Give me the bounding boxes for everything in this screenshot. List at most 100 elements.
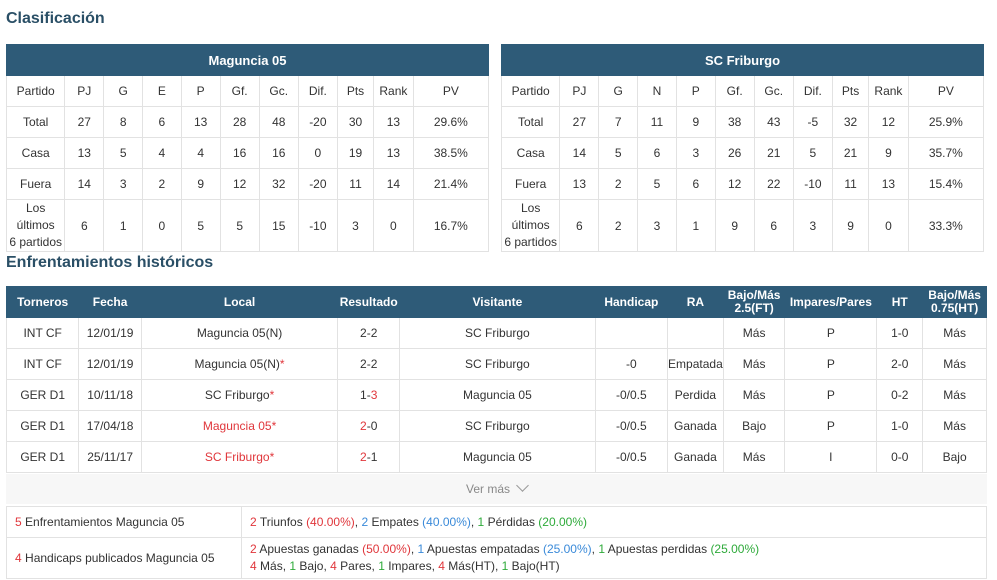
cell: 0 xyxy=(142,199,182,252)
col-header: Pts xyxy=(831,75,870,107)
cell-over-under: Más xyxy=(722,317,786,349)
cell: 0 xyxy=(868,199,909,252)
cell-odd-even: P xyxy=(784,379,878,411)
cell: 6 xyxy=(753,199,794,252)
cell-result[interactable]: 2-0 xyxy=(337,410,401,442)
col-header-line: 2.5(FT) xyxy=(734,301,774,315)
cell: 1 xyxy=(103,199,144,252)
tournament-link[interactable]: INT CF xyxy=(5,348,80,380)
cell: -10 xyxy=(792,168,833,200)
star-mark: * xyxy=(271,419,277,433)
row-label: Total xyxy=(5,106,66,138)
draw-bets-pct: (25.00%) xyxy=(542,542,592,556)
tournament-link[interactable]: GER D1 xyxy=(5,410,80,442)
cell-date: 12/01/19 xyxy=(78,317,142,349)
col-header: Dif. xyxy=(792,75,833,107)
cell-date: 25/11/17 xyxy=(78,441,142,473)
table-row: GER D1 10/11/18 SC Friburgo* 1-3 Magunci… xyxy=(5,379,987,411)
table-row: Fuera 13 2 5 6 12 22 -10 11 13 15.4% xyxy=(500,168,985,200)
under-ht-label: Bajo(HT) xyxy=(511,559,560,573)
col-header-line: Bajo/Más xyxy=(727,288,781,302)
cell: 3 xyxy=(637,199,677,252)
summary-values: 2 Triunfos (40.00%), 2 Empates (40.00%),… xyxy=(241,506,987,538)
cell: 16 xyxy=(219,137,260,169)
summary-row: 5 Enfrentamientos Maguncia 05 2 Triunfos… xyxy=(6,506,987,538)
tournament-link[interactable]: GER D1 xyxy=(5,441,80,473)
table-row: Los últimos 6 partidos 6 1 0 5 5 15 -10 3… xyxy=(5,199,490,252)
ver-mas-label: Ver más xyxy=(465,482,510,496)
cell: 3 xyxy=(103,168,144,200)
cell-over-under: Más xyxy=(722,441,786,473)
cell-over-under-ht: Bajo xyxy=(922,441,987,473)
home-standings-table: Maguncia 05 Partido PJ G E P Gf. Gc. Dif… xyxy=(5,44,490,252)
cell: 6 xyxy=(559,199,600,252)
h2h-title: Enfrentamientos históricos xyxy=(6,254,214,271)
cell-home: Maguncia 05(N) xyxy=(140,317,339,349)
cell: 9 xyxy=(675,106,716,138)
cell-over-under: Más xyxy=(722,348,786,380)
cell-result[interactable]: 1-3 xyxy=(337,379,401,411)
cell: 9 xyxy=(868,137,909,169)
under-count: 1 xyxy=(289,559,297,573)
cell: 28 xyxy=(219,106,260,138)
col-header: Partido xyxy=(5,75,66,107)
draws-label: Empates xyxy=(371,515,419,529)
col-header: HT xyxy=(876,286,924,318)
col-header: Rank xyxy=(868,75,909,107)
tournament-link[interactable]: INT CF xyxy=(5,317,80,349)
star-mark: * xyxy=(279,357,285,371)
col-header: Bajo/Más 2.5(FT) xyxy=(722,286,786,318)
ver-mas-button[interactable]: Ver más xyxy=(6,474,987,504)
cell-result[interactable]: 2-2 xyxy=(337,317,401,349)
cell-points: 19 xyxy=(336,137,375,169)
summary-text: Handicaps publicados Maguncia 05 xyxy=(25,551,215,565)
table-row: Total 27 8 6 13 28 48 -20 30 13 29.6% xyxy=(5,106,490,138)
summary-row: 4 Handicaps publicados Maguncia 05 2 Apu… xyxy=(6,537,987,579)
cell-date: 10/11/18 xyxy=(78,379,142,411)
lost-bets-label: Apuestas perdidas xyxy=(607,542,708,556)
col-header: Torneros xyxy=(5,286,80,318)
odd-count: 1 xyxy=(378,559,385,573)
result-home: 2 xyxy=(360,357,367,371)
cell-pv: 35.7% xyxy=(907,137,985,169)
won-bets-pct: (50.00%) xyxy=(362,542,411,556)
cell-away: SC Friburgo xyxy=(399,410,596,442)
col-header: N xyxy=(637,75,677,107)
result-away: 2 xyxy=(370,357,378,371)
row-label-line: 6 partidos xyxy=(9,235,63,249)
col-header: P xyxy=(180,75,221,107)
result-home: 1 xyxy=(360,388,367,402)
odd-label: Impares, xyxy=(388,559,435,573)
cell: 3 xyxy=(792,199,833,252)
summary-text: Enfrentamientos Maguncia 05 xyxy=(25,515,185,529)
cell: 7 xyxy=(598,106,639,138)
cell-over-under-ht: Más xyxy=(922,379,987,411)
cell: 12 xyxy=(219,168,260,200)
cell: 11 xyxy=(637,106,677,138)
tournament-link[interactable]: GER D1 xyxy=(5,379,80,411)
row-label-line: 6 partidos xyxy=(504,235,558,249)
cell-result[interactable]: 2-1 xyxy=(337,441,401,473)
result-away: 3 xyxy=(370,388,378,402)
cell-points: 32 xyxy=(831,106,870,138)
home-team: Maguncia 05(N) xyxy=(194,357,280,371)
table-row: Los últimos 6 partidos 6 2 3 1 9 6 3 9 0 … xyxy=(500,199,985,252)
cell-ht: 1-0 xyxy=(876,317,924,349)
cell-result[interactable]: 2-2 xyxy=(337,348,401,380)
cell: 4 xyxy=(180,137,221,169)
cell-ra: Perdida xyxy=(667,379,724,411)
cell: 5 xyxy=(103,137,144,169)
wins-pct: (40.00%) xyxy=(306,515,355,529)
cell: 48 xyxy=(258,106,299,138)
cell-odd-even: I xyxy=(784,441,878,473)
cell-over-under: Bajo xyxy=(722,410,786,442)
cell: 6 xyxy=(142,106,182,138)
summary-count: 5 xyxy=(15,515,22,529)
cell: 13 xyxy=(373,106,414,138)
cell-points: 3 xyxy=(336,199,375,252)
cell-date: 12/01/19 xyxy=(78,348,142,380)
cell-away: SC Friburgo xyxy=(399,317,596,349)
cell-points: 11 xyxy=(831,168,870,200)
under-label: Bajo, xyxy=(299,559,327,573)
cell: 27 xyxy=(64,106,105,138)
